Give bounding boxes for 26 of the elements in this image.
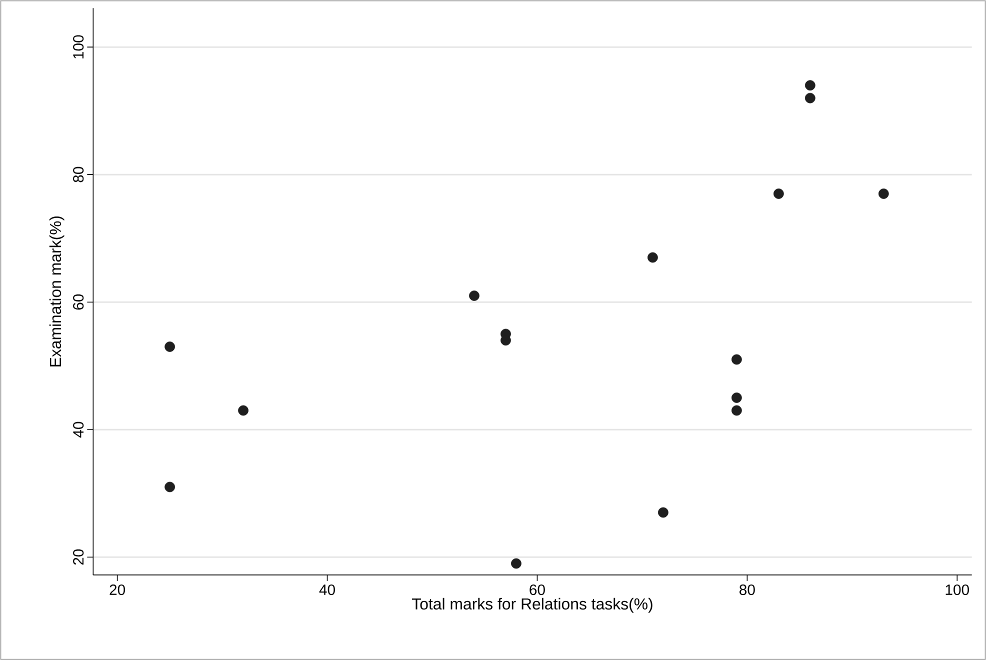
y-tick-label: 40 xyxy=(73,422,84,438)
point xyxy=(164,341,175,352)
point xyxy=(469,290,480,301)
y-tick-label: 80 xyxy=(73,166,84,182)
point xyxy=(804,80,816,90)
point xyxy=(804,92,816,104)
point xyxy=(731,354,742,365)
point xyxy=(511,558,522,569)
y-tick-label: 20 xyxy=(73,549,84,565)
y-tick-label: 60 xyxy=(73,294,84,310)
point xyxy=(164,482,175,492)
point xyxy=(878,188,889,199)
x-tick-label: 100 xyxy=(946,584,969,595)
x-tick-label: 20 xyxy=(110,584,126,595)
y-axis-title: Examination mark(%) xyxy=(49,216,64,366)
x-axis-title: Total marks for Relations tasks(%) xyxy=(412,598,652,613)
x-tick-label: 60 xyxy=(530,584,545,595)
point xyxy=(731,405,742,416)
point xyxy=(648,252,658,263)
point xyxy=(731,392,742,403)
point xyxy=(773,188,784,199)
x-tick-label: 40 xyxy=(319,584,335,595)
point xyxy=(238,405,248,416)
point xyxy=(658,507,668,518)
y-tick-label: 100 xyxy=(73,35,84,58)
x-tick-label: 80 xyxy=(740,584,755,595)
